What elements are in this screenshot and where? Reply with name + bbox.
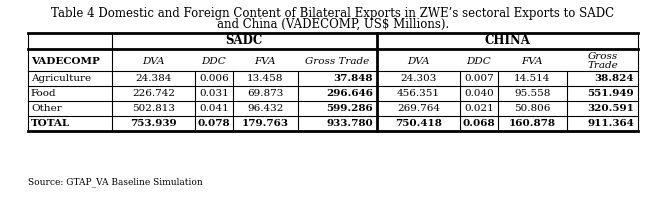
Text: 933.780: 933.780 [326, 119, 373, 128]
Text: 95.558: 95.558 [514, 89, 551, 98]
Text: VADECOMP: VADECOMP [31, 57, 100, 65]
Text: Other: Other [31, 104, 62, 113]
Text: 0.031: 0.031 [199, 89, 229, 98]
Text: DVA: DVA [143, 57, 165, 65]
Text: Table 4 Domestic and Foreign Content of Bilateral Exports in ZWE’s sectoral Expo: Table 4 Domestic and Foreign Content of … [51, 7, 615, 20]
Text: Food: Food [31, 89, 57, 98]
Text: 179.763: 179.763 [242, 119, 288, 128]
Text: 269.764: 269.764 [397, 104, 440, 113]
Text: 0.041: 0.041 [199, 104, 229, 113]
Text: Source: GTAP_VA Baseline Simulation: Source: GTAP_VA Baseline Simulation [28, 177, 203, 187]
Text: 551.949: 551.949 [587, 89, 634, 98]
Text: 502.813: 502.813 [132, 104, 175, 113]
Text: Trade: Trade [587, 61, 618, 70]
Text: 456.351: 456.351 [397, 89, 440, 98]
Text: and China (VADECOMP, US$ Millions).: and China (VADECOMP, US$ Millions). [217, 18, 449, 31]
Text: 24.303: 24.303 [400, 74, 437, 83]
Text: Agriculture: Agriculture [31, 74, 91, 83]
Text: 24.384: 24.384 [135, 74, 172, 83]
Text: 296.646: 296.646 [326, 89, 373, 98]
Text: TOTAL: TOTAL [31, 119, 70, 128]
Text: 320.591: 320.591 [587, 104, 634, 113]
Text: 14.514: 14.514 [514, 74, 551, 83]
Text: 226.742: 226.742 [132, 89, 175, 98]
Text: 0.007: 0.007 [464, 74, 494, 83]
Text: 38.824: 38.824 [595, 74, 634, 83]
Text: 911.364: 911.364 [587, 119, 634, 128]
Text: 37.848: 37.848 [334, 74, 373, 83]
Text: FVA: FVA [521, 57, 543, 65]
Text: 13.458: 13.458 [247, 74, 283, 83]
Text: CHINA: CHINA [484, 34, 530, 48]
Text: 96.432: 96.432 [247, 104, 283, 113]
Text: 50.806: 50.806 [514, 104, 551, 113]
Text: 0.006: 0.006 [199, 74, 229, 83]
Text: Gross: Gross [587, 52, 617, 61]
Text: 0.021: 0.021 [464, 104, 494, 113]
Text: 599.286: 599.286 [326, 104, 373, 113]
Text: 0.078: 0.078 [198, 119, 230, 128]
Text: 0.040: 0.040 [464, 89, 494, 98]
Text: 753.939: 753.939 [131, 119, 177, 128]
Text: DVA: DVA [408, 57, 430, 65]
Text: 69.873: 69.873 [247, 89, 283, 98]
Text: 160.878: 160.878 [509, 119, 556, 128]
Text: 0.068: 0.068 [463, 119, 496, 128]
Text: FVA: FVA [254, 57, 276, 65]
Text: DDC: DDC [467, 57, 492, 65]
Text: Gross Trade: Gross Trade [305, 57, 370, 65]
Text: SADC: SADC [226, 34, 263, 48]
Text: 750.418: 750.418 [395, 119, 442, 128]
Text: DDC: DDC [202, 57, 226, 65]
